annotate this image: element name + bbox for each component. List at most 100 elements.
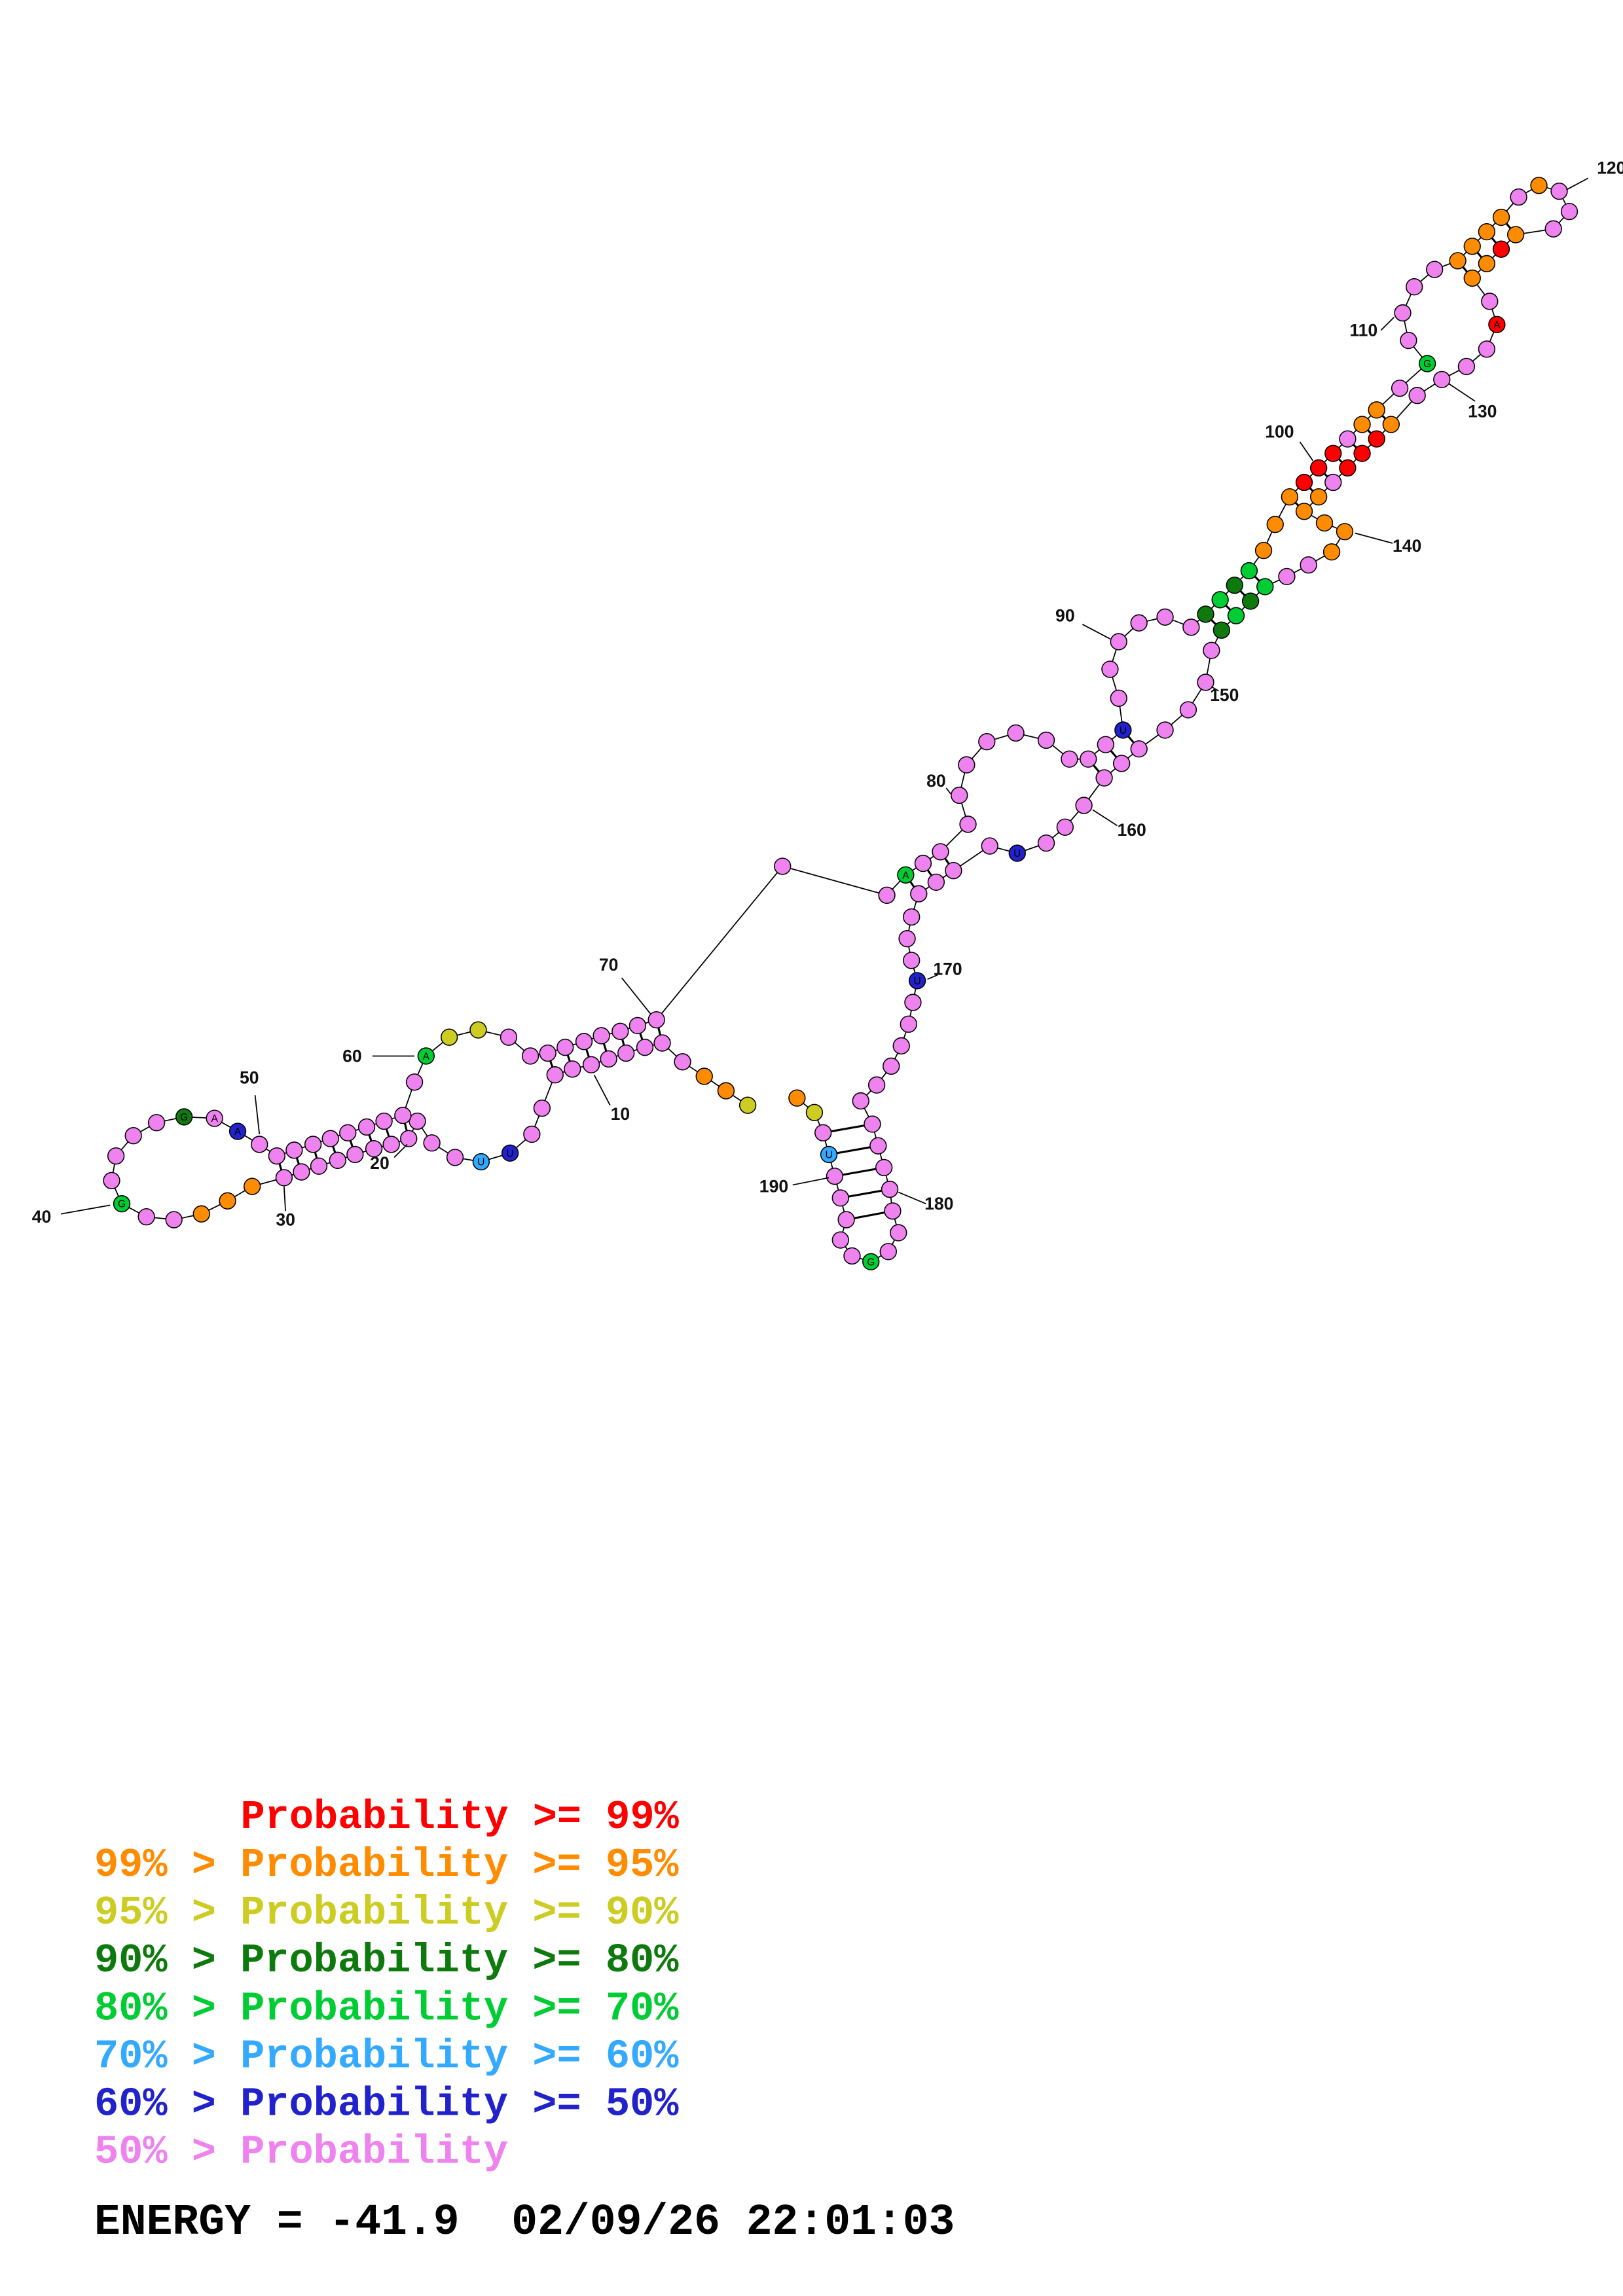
legend-line: 50% > Probability: [94, 2128, 508, 2175]
nucleotide: [898, 930, 916, 948]
nucleotide: [1449, 252, 1467, 270]
nucleotide: [600, 1050, 617, 1068]
nucleotide: [1400, 331, 1417, 350]
nucleotide: [1309, 488, 1328, 506]
nucleotide: [981, 837, 998, 855]
nucleotide: [107, 1147, 125, 1165]
nucleotide: [1339, 430, 1357, 448]
nucleotide: [1368, 401, 1385, 419]
nucleotide: [1197, 673, 1214, 691]
nucleotide: [1382, 416, 1400, 433]
nucleotide-circles: U U G G A A A A U G A U U G U: [103, 177, 1578, 1270]
nucleotide: [820, 1145, 838, 1164]
nucleotide: [1368, 430, 1385, 448]
position-label: 50: [240, 1068, 259, 1088]
nucleotide: [945, 861, 962, 880]
nucleotide: [521, 1047, 539, 1065]
nucleotide: [1156, 608, 1174, 626]
position-label: 80: [926, 771, 946, 791]
nucleotide: [206, 1109, 223, 1127]
nucleotide-letter: A: [234, 1126, 242, 1138]
nucleotide: [1278, 567, 1296, 586]
nucleotide: [788, 1089, 806, 1107]
nucleotide: [647, 1011, 665, 1029]
nucleotide-letter: U: [825, 1149, 832, 1160]
nucleotide: [501, 1144, 519, 1162]
nucleotide: [1481, 293, 1499, 310]
position-label: 150: [1210, 685, 1239, 705]
position-label: 180: [924, 1194, 953, 1213]
position-label: 190: [759, 1177, 788, 1196]
position-labels: 10 20 30 40 50 60 70 80 90 100 110 120 130 140 150 160 1…: [32, 158, 1623, 1230]
nucleotide: [717, 1082, 735, 1100]
nucleotide: [1478, 255, 1496, 272]
nucleotide: [892, 1037, 910, 1055]
nucleotide: [1110, 633, 1127, 651]
nucleotide: [897, 866, 915, 884]
nucleotide: [890, 1224, 907, 1242]
nucleotide: [611, 1022, 629, 1041]
nucleotide: [365, 1139, 383, 1158]
nucleotide: [862, 1253, 880, 1270]
nucleotide: [904, 994, 922, 1011]
nucleotide: [1179, 701, 1197, 719]
nucleotide: [739, 1096, 757, 1114]
nucleotide: [1300, 556, 1317, 574]
nucleotide: [1112, 755, 1131, 772]
nucleotide: [1197, 605, 1214, 623]
nucleotide: [375, 1112, 393, 1130]
nucleotide: [533, 1099, 551, 1117]
nucleotide-letter: G: [118, 1199, 126, 1210]
nucleotide: [1008, 844, 1026, 862]
nucleotide: [1391, 379, 1409, 397]
nucleotide: [417, 1047, 435, 1065]
position-label: 140: [1393, 536, 1421, 556]
nucleotide: [192, 1205, 210, 1223]
nucleotide-letter: A: [423, 1051, 430, 1062]
nucleotide: [1560, 202, 1578, 221]
nucleotide: [884, 1202, 902, 1220]
nucleotide: [869, 1137, 887, 1155]
nucleotide: [575, 1033, 593, 1050]
legend-line: 95% > Probability >= 90%: [94, 1890, 679, 1936]
nucleotide: [293, 1163, 310, 1181]
legend-line: 70% > Probability >= 60%: [94, 2033, 679, 2079]
nucleotide: [1353, 416, 1371, 433]
nucleotide-letter: U: [1120, 725, 1127, 736]
position-label: 30: [276, 1210, 295, 1229]
nucleotide: [329, 1151, 346, 1169]
nucleotide: [674, 1053, 691, 1071]
nucleotide: [629, 1016, 647, 1035]
nucleotide: [1256, 578, 1274, 596]
nucleotide-letter: A: [1493, 319, 1501, 331]
position-label: 10: [611, 1104, 630, 1124]
nucleotide: [653, 1034, 671, 1052]
nucleotide: [1240, 562, 1258, 580]
nucleotide: [1095, 769, 1113, 787]
nucleotide: [1336, 523, 1354, 541]
nucleotide: [910, 885, 928, 903]
nucleotide: [564, 1060, 581, 1078]
nucleotide: [1478, 223, 1496, 241]
nucleotide: [1227, 607, 1245, 624]
nucleotide: [228, 1122, 247, 1140]
energy-text: ENERGY = -41.9 02/09/26 22:01:03: [94, 2198, 955, 2247]
position-label: 120: [1597, 158, 1623, 178]
nucleotide: [1408, 387, 1426, 404]
nucleotide: [405, 1073, 424, 1091]
nucleotide: [814, 1124, 832, 1141]
legend-line: 60% > Probability >= 50%: [94, 2081, 679, 2127]
nucleotide: [1418, 355, 1436, 372]
nucleotide: [1463, 269, 1481, 287]
nucleotide: [446, 1149, 464, 1166]
nucleotide: [932, 843, 949, 861]
nucleotide: [275, 1169, 293, 1187]
position-label: 20: [370, 1153, 390, 1173]
nucleotide: [805, 1103, 824, 1121]
nucleotide: [409, 1112, 426, 1130]
nucleotide: [1007, 724, 1025, 742]
nucleotide: [927, 873, 945, 891]
nucleotide: [339, 1124, 357, 1141]
